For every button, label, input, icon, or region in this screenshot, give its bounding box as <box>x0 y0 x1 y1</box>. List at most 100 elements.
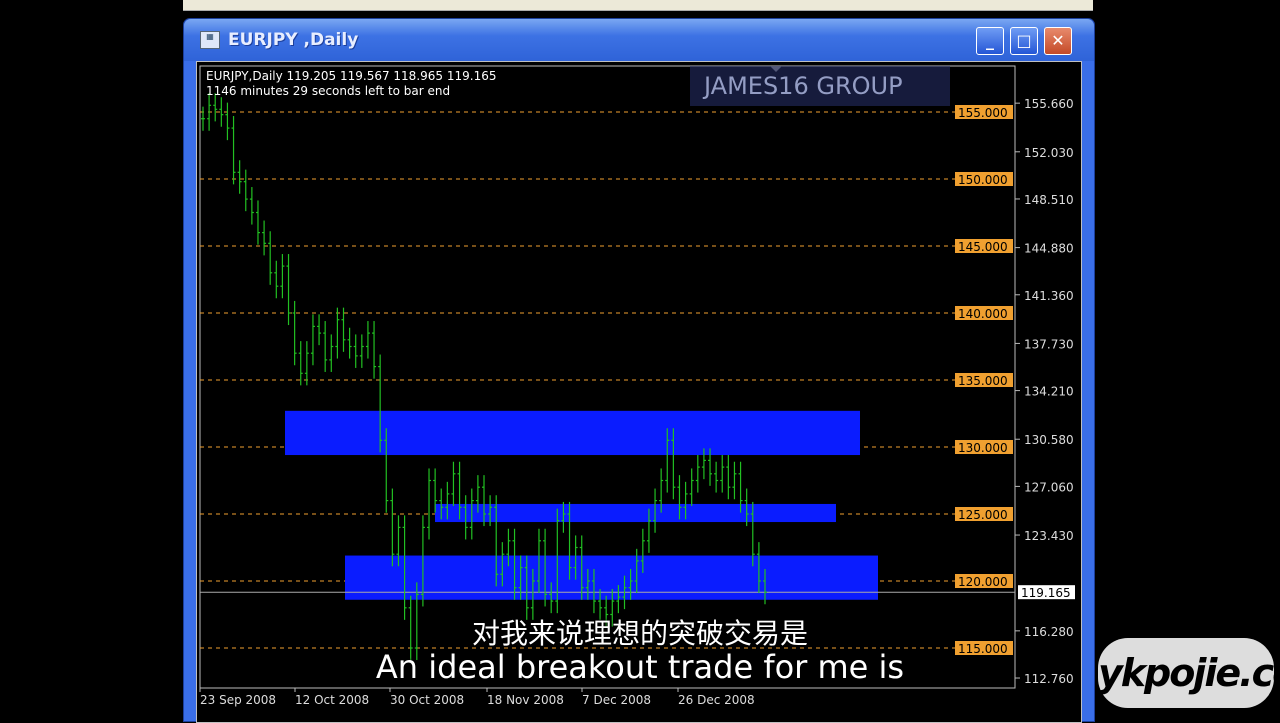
price-bar <box>714 461 719 493</box>
chart-window-icon: ▦ <box>200 31 220 49</box>
price-bar <box>659 468 664 513</box>
price-bar <box>335 307 340 359</box>
price-bar <box>646 508 651 553</box>
level-label-bg <box>955 507 1013 521</box>
price-bar <box>750 501 755 567</box>
level-label: 145.000 <box>958 240 1008 254</box>
price-bar <box>640 528 645 573</box>
price-bar <box>482 475 486 527</box>
price-bar <box>610 589 615 627</box>
y-tick-label: 152.030 <box>1024 146 1074 160</box>
level-label: 130.000 <box>958 441 1008 455</box>
price-bar <box>665 428 670 493</box>
level-label: 135.000 <box>958 374 1008 388</box>
price-bar <box>243 169 248 212</box>
price-bar <box>372 321 377 379</box>
price-bar <box>591 568 596 614</box>
price-bar <box>378 354 383 453</box>
price-bar <box>622 575 627 610</box>
price-bar <box>310 314 315 366</box>
price-bar <box>585 568 590 600</box>
price-bar <box>543 528 548 607</box>
y-tick-label: 112.760 <box>1024 672 1074 686</box>
level-label-bg <box>955 574 1013 588</box>
price-bar <box>280 254 285 299</box>
price-bar <box>201 106 205 131</box>
price-bar <box>488 495 493 527</box>
current-price-label: 119.165 <box>1021 586 1071 600</box>
price-bar <box>353 334 358 368</box>
y-tick-label: 127.060 <box>1024 480 1074 494</box>
price-bar <box>634 548 639 594</box>
price-bar <box>408 595 413 661</box>
minimize-icon: _ <box>986 31 994 50</box>
price-bar <box>763 568 767 605</box>
x-tick-label: 7 Dec 2008 <box>582 693 651 707</box>
price-bar <box>445 481 450 520</box>
bar-timer: 1146 minutes 29 seconds left to bar end <box>206 84 451 98</box>
maximize-button[interactable]: □ <box>1010 27 1038 55</box>
x-tick-label: 26 Dec 2008 <box>678 693 755 707</box>
price-bar <box>347 327 352 359</box>
price-bar <box>323 321 328 372</box>
price-bar <box>219 97 224 127</box>
chart-client-area[interactable] <box>196 61 1082 723</box>
level-label-bg <box>955 641 1013 655</box>
level-label: 150.000 <box>958 173 1008 187</box>
watermark: ykpojie.com <box>1098 638 1280 708</box>
price-bar <box>744 488 749 527</box>
price-bar <box>274 260 279 299</box>
price-bar <box>414 582 419 661</box>
y-tick-label: 148.510 <box>1024 193 1074 207</box>
price-bar <box>732 461 737 500</box>
price-bar <box>708 448 713 486</box>
x-tick-label: 18 Nov 2008 <box>487 693 564 707</box>
price-bar <box>433 468 438 513</box>
level-label-bg <box>955 306 1013 320</box>
level-label: 155.000 <box>958 106 1008 120</box>
price-bar <box>671 428 676 500</box>
price-bar <box>237 160 242 194</box>
price-bar <box>475 475 480 513</box>
y-tick-label: 141.360 <box>1024 289 1074 303</box>
price-bar <box>512 528 517 600</box>
price-bar <box>469 488 474 540</box>
zone-rect <box>285 410 860 456</box>
price-bar <box>213 93 218 122</box>
price-bar <box>695 455 700 493</box>
level-label-bg <box>955 239 1013 253</box>
subtitle-chinese: 对我来说理想的突破交易是 <box>471 617 808 650</box>
price-bar <box>536 528 541 594</box>
price-bar <box>396 515 401 567</box>
level-label: 115.000 <box>958 642 1008 656</box>
price-bar <box>738 461 743 513</box>
price-bar <box>463 495 468 540</box>
close-button[interactable]: ✕ <box>1044 27 1072 55</box>
price-bar <box>286 254 291 326</box>
level-label: 120.000 <box>958 575 1008 589</box>
price-bar <box>427 468 432 540</box>
price-bar <box>579 535 584 600</box>
title-bar[interactable]: ▦ EURJPY ,Daily _ □ ✕ <box>184 19 1094 61</box>
price-bar <box>756 542 761 594</box>
price-bar <box>317 314 322 346</box>
y-tick-label: 116.280 <box>1024 625 1074 639</box>
x-tick-label: 12 Oct 2008 <box>295 693 369 707</box>
maximize-icon: □ <box>1016 31 1032 50</box>
level-label: 125.000 <box>958 508 1008 522</box>
price-bar <box>451 461 456 506</box>
y-tick-label: 130.580 <box>1024 433 1074 447</box>
level-label-bg <box>955 373 1013 387</box>
price-bar <box>689 468 694 506</box>
price-bar <box>402 515 407 620</box>
minimize-button[interactable]: _ <box>976 27 1004 55</box>
level-label: 140.000 <box>958 307 1008 321</box>
price-bar <box>616 585 621 614</box>
james16-logo: JAMES16 GROUP <box>690 66 950 106</box>
price-bar <box>207 93 212 131</box>
price-bar <box>683 481 688 520</box>
price-bar <box>506 528 511 567</box>
price-bar <box>359 334 364 368</box>
plot-border <box>199 65 1016 689</box>
